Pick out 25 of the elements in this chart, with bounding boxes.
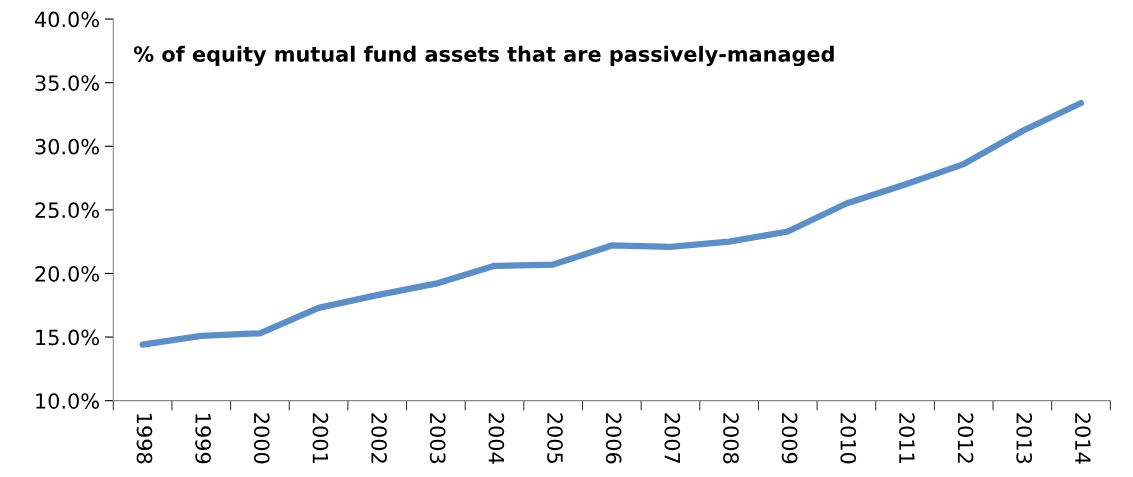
x-tick-label: 2001 <box>312 413 329 463</box>
x-tick-label: 2005 <box>547 413 563 463</box>
x-tick-label: 2009 <box>781 413 798 464</box>
x-tick-label: 2000 <box>253 413 270 464</box>
y-tick-label: 40.0% <box>34 11 99 28</box>
x-tick-label: 2013 <box>1016 413 1033 464</box>
x-tick-label: 2011 <box>899 413 915 463</box>
x-tick-label: 2006 <box>605 413 622 464</box>
y-tick-label: 10.0% <box>36 393 99 409</box>
x-tick-label: 2014 <box>1074 413 1091 464</box>
x-tick-label: 2003 <box>429 413 446 464</box>
y-tick-label: 30.0% <box>35 138 99 155</box>
x-tick-label: 2002 <box>371 413 387 463</box>
text: % of equity mutual fund assets that are passively-managed <box>133 45 834 67</box>
y-tick-label: 25.0% <box>35 202 99 219</box>
x-tick-label: 2008 <box>723 413 739 464</box>
y-tick-label: 20.0% <box>35 265 99 282</box>
x-tick-label: 2007 <box>664 413 681 464</box>
y-tick-label: 35.0% <box>35 75 99 91</box>
x-tick-label: 1999 <box>195 414 211 464</box>
x-tick-label: 2012 <box>957 413 974 463</box>
x-tick-label: 2004 <box>488 413 505 464</box>
x-tick-label: 2010 <box>840 413 857 464</box>
x-tick-label: 1998 <box>136 414 153 464</box>
y-tick-label: 15.0% <box>36 329 99 346</box>
